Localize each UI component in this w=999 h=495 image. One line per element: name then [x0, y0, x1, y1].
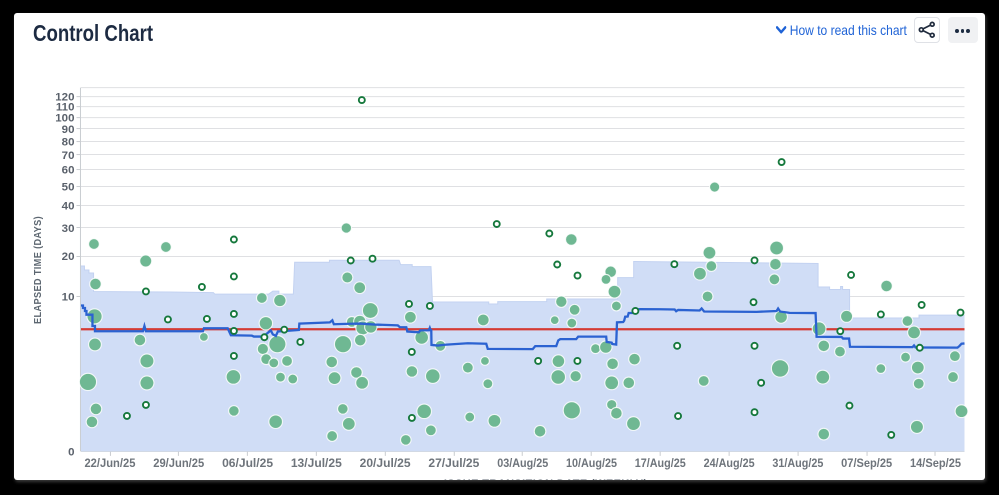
svg-text:40: 40 [62, 200, 75, 212]
svg-text:0: 0 [68, 446, 74, 458]
svg-text:ELAPSED TIME (DAYS): ELAPSED TIME (DAYS) [33, 216, 44, 324]
svg-text:20: 20 [62, 251, 75, 263]
svg-text:60: 60 [62, 165, 75, 177]
svg-text:06/Jul/25: 06/Jul/25 [222, 456, 273, 470]
svg-text:90: 90 [62, 124, 75, 136]
svg-text:13/Jul/25: 13/Jul/25 [291, 456, 342, 470]
svg-text:120: 120 [55, 92, 74, 104]
svg-text:20/Jul/25: 20/Jul/25 [360, 456, 411, 470]
svg-text:03/Aug/25: 03/Aug/25 [497, 456, 548, 470]
svg-text:110: 110 [56, 102, 75, 114]
svg-text:30: 30 [62, 223, 75, 235]
svg-text:100: 100 [55, 112, 74, 124]
svg-text:10: 10 [62, 291, 75, 303]
svg-text:ISSUE TRANSITION DATE (WEEKLY): ISSUE TRANSITION DATE (WEEKLY) [444, 478, 648, 480]
svg-text:27/Jul/25: 27/Jul/25 [428, 456, 479, 470]
svg-text:07/Sep/25: 07/Sep/25 [841, 456, 892, 470]
svg-text:80: 80 [62, 136, 75, 148]
svg-text:14/Sep/25: 14/Sep/25 [910, 456, 961, 470]
svg-text:24/Aug/25: 24/Aug/25 [704, 456, 755, 470]
svg-text:50: 50 [62, 181, 75, 193]
svg-text:17/Aug/25: 17/Aug/25 [635, 456, 686, 470]
svg-text:70: 70 [62, 150, 75, 162]
svg-text:31/Aug/25: 31/Aug/25 [772, 456, 823, 470]
svg-text:29/Jun/25: 29/Jun/25 [153, 456, 204, 470]
svg-text:22/Jun/25: 22/Jun/25 [84, 456, 135, 470]
svg-text:10/Aug/25: 10/Aug/25 [566, 456, 617, 470]
